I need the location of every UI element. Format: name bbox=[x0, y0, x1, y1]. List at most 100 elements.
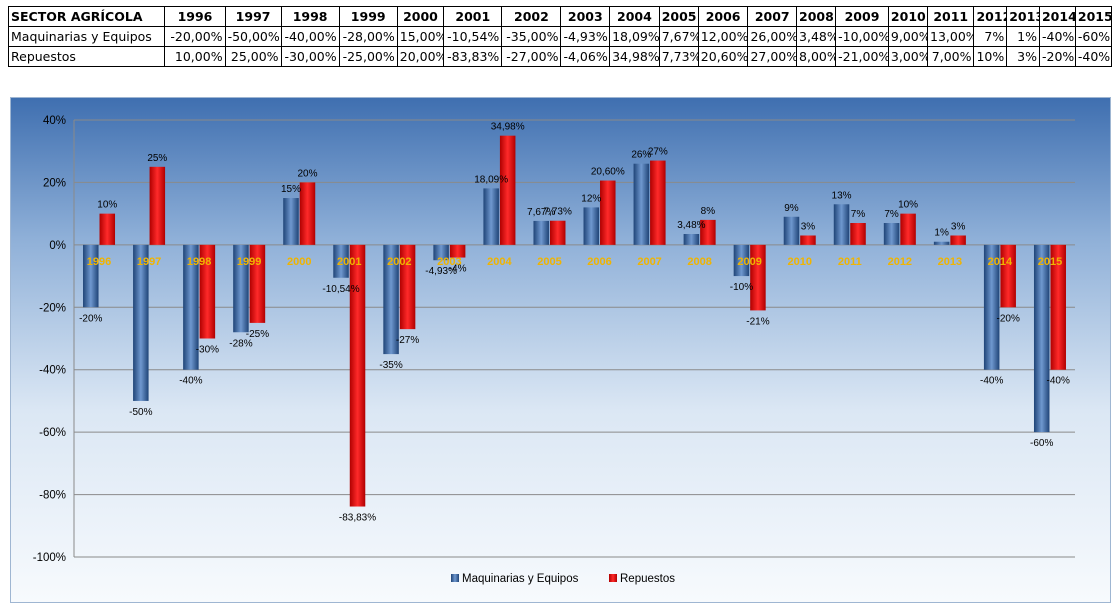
bar-chart: 40% 20% 0% -20% -40% -60% -80% -100% 1996 1997 199… bbox=[33, 115, 1075, 585]
data-table: SECTOR AGRÍCOLA 1996 1997 1998 1999 2000 2001 2… bbox=[7, 6, 1113, 67]
table-cell: -35,00% bbox=[501, 26, 562, 47]
table-cell: -25,00% bbox=[338, 46, 398, 67]
data-label: 27% bbox=[648, 147, 668, 158]
x-category-label: 2002 bbox=[387, 256, 411, 268]
bar-maquinarias bbox=[733, 244, 750, 277]
table-cell: 9,00% bbox=[887, 26, 929, 47]
bar-maquinarias bbox=[233, 244, 249, 333]
bar-repuestos bbox=[249, 244, 266, 323]
data-label: 7% bbox=[851, 209, 866, 220]
x-category-label: 2004 bbox=[487, 256, 512, 268]
x-category-label: 2012 bbox=[888, 256, 912, 268]
table-cell: -21,00% bbox=[835, 46, 889, 67]
table-header-year: 2013 bbox=[1006, 6, 1040, 27]
bar-repuestos bbox=[349, 244, 366, 507]
bar-maquinarias bbox=[483, 188, 499, 245]
data-label: 9% bbox=[784, 203, 799, 214]
table-cell: 26,00% bbox=[747, 26, 798, 47]
table-cell: -40,00% bbox=[280, 26, 340, 47]
x-category-label: 2010 bbox=[787, 256, 811, 268]
bar-repuestos bbox=[850, 223, 866, 245]
x-category-label: 1999 bbox=[237, 256, 261, 268]
table-header-year: 1996 bbox=[164, 6, 226, 27]
legend-label: Maquinarias y Equipos bbox=[462, 573, 579, 585]
bar-repuestos bbox=[700, 219, 716, 245]
bar-maquinarias bbox=[83, 244, 99, 308]
bar-maquinarias bbox=[283, 198, 299, 245]
table-cell: -20% bbox=[1038, 46, 1076, 67]
data-label: 3% bbox=[801, 221, 816, 232]
bar-repuestos bbox=[449, 244, 466, 258]
y-tick-label: 20% bbox=[43, 177, 66, 189]
table-header-year: 2001 bbox=[443, 6, 503, 27]
table-cell: 7,67% bbox=[658, 26, 699, 47]
table-cell: 27,00% bbox=[747, 46, 798, 67]
bar-repuestos bbox=[199, 244, 216, 339]
table-cell: 7,73% bbox=[658, 46, 699, 67]
data-label: -40% bbox=[179, 376, 202, 387]
table-header-year: 1999 bbox=[338, 6, 398, 27]
table-header-year: 1998 bbox=[280, 6, 340, 27]
data-label: -40% bbox=[980, 376, 1003, 387]
bar-repuestos bbox=[299, 182, 316, 245]
x-category-label: 2001 bbox=[337, 256, 361, 268]
bar-repuestos bbox=[750, 244, 766, 311]
data-label: 15% bbox=[281, 184, 301, 195]
y-tick-label: -40% bbox=[39, 365, 66, 377]
bar-repuestos bbox=[1050, 244, 1066, 370]
x-category-label: 1996 bbox=[87, 256, 111, 268]
data-label: 10% bbox=[898, 200, 918, 211]
bar-maquinarias bbox=[533, 220, 549, 245]
data-label: 3% bbox=[951, 221, 966, 232]
y-tick-label: -60% bbox=[39, 427, 66, 439]
data-label: -20% bbox=[996, 313, 1019, 324]
table-cell: 3% bbox=[1006, 46, 1040, 67]
table-cell: 20,00% bbox=[396, 46, 445, 67]
data-label: -30% bbox=[196, 345, 219, 356]
table-cell: -83,83% bbox=[443, 46, 503, 67]
table-cell: 13,00% bbox=[926, 26, 975, 47]
data-label: 12% bbox=[581, 193, 601, 204]
table-cell: 8,00% bbox=[796, 46, 837, 67]
x-category-label: 2008 bbox=[687, 256, 711, 268]
x-category-label: 2011 bbox=[838, 256, 862, 268]
table-cell: -10,54% bbox=[443, 26, 503, 47]
data-label: 13% bbox=[832, 190, 852, 201]
x-category-label: 2005 bbox=[537, 256, 561, 268]
data-label: -50% bbox=[129, 407, 152, 418]
table-cell: 3,48% bbox=[796, 26, 837, 47]
data-label: -60% bbox=[1030, 438, 1053, 449]
y-tick-label: 0% bbox=[49, 240, 66, 252]
data-label: 7,73% bbox=[544, 207, 572, 218]
bar-repuestos bbox=[499, 135, 516, 245]
y-tick-label: -20% bbox=[39, 302, 66, 314]
legend-swatch bbox=[451, 574, 459, 582]
table-header-year: 2015 bbox=[1074, 6, 1113, 27]
y-tick-label: -80% bbox=[39, 490, 66, 502]
bar-repuestos bbox=[99, 213, 116, 245]
table-row-label: Maquinarias y Equipos bbox=[7, 26, 166, 47]
table-header-year: 2012 bbox=[973, 6, 1008, 27]
data-label: -20% bbox=[79, 313, 102, 324]
data-label: -4% bbox=[449, 264, 467, 275]
bar-repuestos bbox=[800, 235, 816, 245]
bar-maquinarias bbox=[183, 244, 199, 370]
data-label: -21% bbox=[746, 316, 769, 327]
chart-area: 40% 20% 0% -20% -40% -60% -80% -100% 1996 1997 199… bbox=[10, 97, 1111, 603]
bar-maquinarias bbox=[333, 244, 349, 278]
bar-maquinarias bbox=[433, 244, 449, 261]
table-header-year: 2009 bbox=[835, 6, 889, 27]
x-category-label: 2003 bbox=[437, 256, 461, 268]
bar-maquinarias bbox=[983, 244, 1000, 370]
table-cell: 20,60% bbox=[697, 46, 749, 67]
table-header-year: 2010 bbox=[887, 6, 929, 27]
bar-maquinarias bbox=[883, 223, 900, 245]
data-label: 20,60% bbox=[591, 167, 625, 178]
data-label: 25% bbox=[147, 153, 167, 164]
data-label: 18,09% bbox=[474, 174, 508, 185]
table-cell: -30,00% bbox=[280, 46, 340, 67]
table-header-year: 2006 bbox=[697, 6, 749, 27]
table-cell: 15,00% bbox=[396, 26, 445, 47]
table-header-year: 2005 bbox=[658, 6, 699, 27]
bar-maquinarias bbox=[1033, 244, 1050, 433]
